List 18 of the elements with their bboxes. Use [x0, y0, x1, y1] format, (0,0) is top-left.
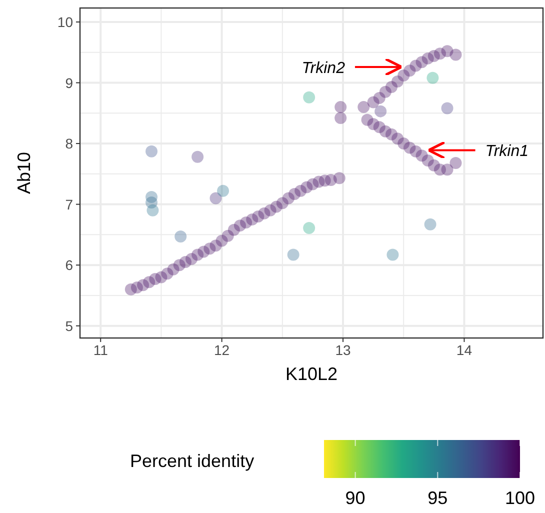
- y-tick-label: 7: [65, 196, 74, 212]
- y-tick-label: 8: [65, 136, 74, 152]
- annotation: Trkin2: [302, 60, 346, 77]
- annotation: Trkin1: [485, 143, 529, 160]
- color-bar-title: Percent identity: [130, 451, 254, 471]
- color-bar-label: 95: [428, 488, 448, 508]
- y-tick-label: 5: [65, 318, 74, 334]
- y-axis-title: Ab10: [14, 152, 34, 194]
- x-tick-label: 13: [335, 342, 352, 358]
- color-bar-label: 90: [345, 488, 366, 508]
- x-axis-title: K10L2: [285, 364, 338, 384]
- y-tick-label: 10: [57, 14, 74, 30]
- y-tick-label: 6: [65, 257, 74, 274]
- x-tick-label: 14: [456, 342, 472, 358]
- x-tick-label: 12: [214, 342, 230, 358]
- color-bar-label: 100: [504, 488, 536, 508]
- x-tick-label: 11: [93, 342, 108, 358]
- y-tick-label: 9: [65, 74, 74, 91]
